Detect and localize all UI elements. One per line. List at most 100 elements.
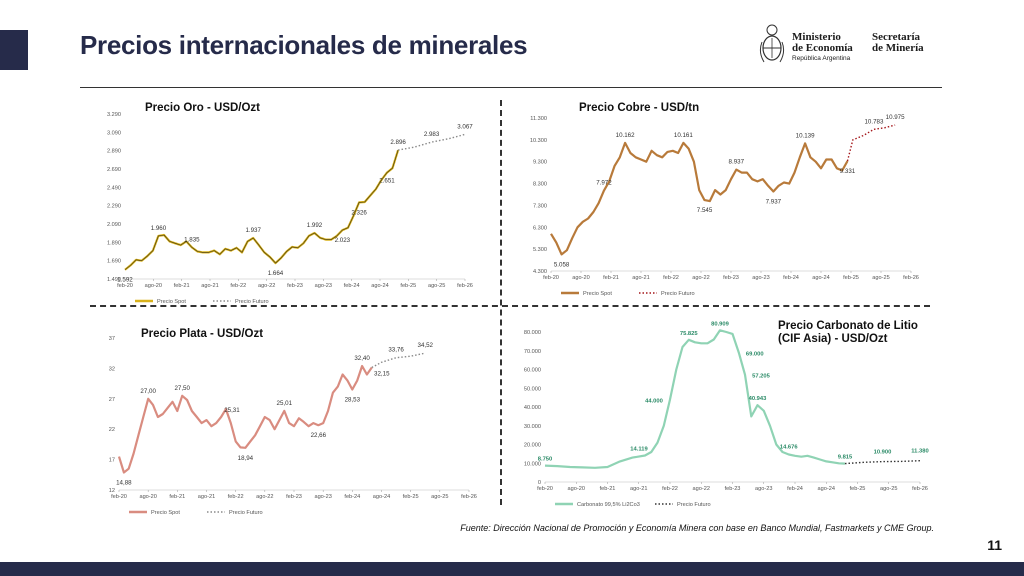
y-tick-label: 5.300: [533, 247, 547, 253]
coat-of-arms-icon: [759, 24, 785, 63]
chart-title-litio-line1: Precio Carbonato de Litio: [778, 320, 918, 332]
x-tick-label: ago-22: [693, 486, 710, 492]
x-tick-label: feb-23: [725, 486, 741, 492]
chart-litio: Precio Carbonato de Litio (CIF Asia) - U…: [515, 320, 935, 520]
data-label: 2.896: [390, 139, 406, 146]
logo-mineria: de Minería: [872, 42, 924, 54]
chart-title-litio-line2: (CIF Asia) - USD/Ozt: [778, 333, 888, 345]
x-tick-label: feb-26: [912, 486, 928, 492]
x-tick-label: feb-22: [662, 486, 678, 492]
x-tick-label: feb-21: [603, 275, 619, 281]
x-tick-label: ago-25: [428, 283, 445, 289]
chart-cobre-plot: 4.300 5.300 6.300 7.300 8.300 9.300 10.300 11.3…: [530, 114, 919, 297]
chart-title-litio: Precio Carbonato de Litio (CIF Asia) - U…: [778, 320, 918, 346]
x-tick-label: ago-22: [692, 275, 709, 281]
legend-future-label: Precio Futuro: [677, 502, 711, 508]
legend-spot-label: Precio Spot: [157, 299, 186, 305]
x-tick-label: feb-23: [286, 494, 302, 500]
x-tick-label: ago-21: [632, 275, 649, 281]
data-label: 25,01: [277, 400, 293, 407]
data-label: 40.943: [749, 396, 768, 402]
x-tick-label: ago-24: [373, 494, 390, 500]
y-tick-label: 2.890: [107, 149, 121, 155]
chart-oro-plot: 1.490 1.690 1.890 2.090 2.290 2.490 2.690 2.890…: [107, 112, 473, 305]
x-tick-label: feb-25: [850, 486, 866, 492]
data-label: 34,52: [418, 342, 434, 349]
x-tick-label: ago-23: [315, 283, 332, 289]
x-tick-label: feb-20: [117, 283, 133, 289]
data-label: 33,76: [388, 347, 404, 354]
page-number: 11: [987, 537, 1002, 553]
y-tick-label: 6.300: [533, 225, 547, 231]
data-label: 14.119: [630, 447, 648, 453]
y-tick-label: 10.000: [524, 461, 541, 467]
x-tick-label: feb-21: [174, 283, 190, 289]
legend-spot-label: Precio Spot: [151, 510, 180, 516]
y-tick-label: 8.300: [533, 182, 547, 188]
y-tick-label: 2.490: [107, 185, 121, 191]
header-divider: [80, 87, 942, 88]
chart-oro: Precio Oro - USD/Ozt 1.490 1.690 1.890 2.09…: [95, 100, 485, 305]
x-tick-label: feb-21: [169, 494, 185, 500]
x-tick-label: ago-23: [752, 275, 769, 281]
y-tick-label: 0: [538, 480, 541, 486]
data-label: 57.205: [752, 374, 771, 380]
data-label: 2.651: [379, 178, 395, 185]
chart-cobre: Precio Cobre - USD/tn 4.300 5.300 6.300 7.3…: [515, 100, 925, 300]
data-label: 80.909: [711, 321, 730, 327]
y-tick-label: 27: [109, 397, 115, 403]
y-tick-label: 80.000: [524, 330, 541, 336]
data-label: 11.380: [911, 449, 928, 455]
chart-plata-plot: 12 17 22 27 32 37 feb-20 ago-20 feb-21 ago-21 feb-…: [109, 336, 477, 516]
data-label: 2.023: [335, 237, 351, 244]
y-tick-label: 20.000: [524, 443, 541, 449]
data-label: 10.975: [886, 114, 905, 121]
data-label: 27,50: [174, 385, 190, 392]
data-label: 10.162: [616, 132, 635, 139]
x-tick-label: feb-25: [400, 283, 416, 289]
x-tick-label: ago-24: [818, 486, 835, 492]
data-label: 2.326: [351, 209, 367, 216]
chart-title-cobre: Precio Cobre - USD/tn: [579, 102, 700, 114]
horizontal-dashed-divider: [90, 305, 930, 307]
data-label: 32,15: [374, 370, 390, 377]
x-tick-label: feb-24: [783, 275, 799, 281]
x-tick-label: feb-24: [787, 486, 803, 492]
x-tick-label: feb-25: [403, 494, 419, 500]
x-tick-label: feb-20: [543, 275, 559, 281]
corner-accent: [0, 30, 28, 70]
data-label: 3.067: [457, 123, 473, 130]
x-tick-label: ago-25: [880, 486, 897, 492]
y-tick-label: 22: [109, 427, 115, 433]
legend-future-label: Precio Futuro: [661, 291, 695, 297]
legend-future-label: Precio Futuro: [235, 299, 269, 305]
source-note: Fuente: Dirección Nacional de Promoción …: [460, 523, 934, 533]
data-label: 75.825: [680, 331, 699, 337]
chart-title-plata: Precio Plata - USD/Ozt: [141, 328, 264, 340]
data-label: 9.815: [838, 455, 853, 461]
x-tick-label: feb-20: [111, 494, 127, 500]
data-label: 7.937: [766, 199, 782, 206]
data-label: 1.592: [117, 277, 133, 284]
x-tick-label: ago-24: [812, 275, 829, 281]
vertical-dashed-divider: [500, 100, 502, 505]
x-tick-label: feb-26: [457, 283, 473, 289]
y-tick-label: 70.000: [524, 349, 541, 355]
data-label: 7.972: [596, 180, 612, 187]
y-tick-label: 32: [109, 366, 115, 372]
series-future-line: [844, 460, 921, 465]
x-tick-label: feb-24: [344, 494, 360, 500]
data-label: 1.835: [184, 236, 200, 243]
y-tick-label: 37: [109, 336, 115, 342]
x-tick-label: feb-25: [843, 275, 859, 281]
data-label: 28,53: [345, 396, 361, 403]
y-tick-label: 2.690: [107, 167, 121, 173]
data-label: 2.983: [424, 131, 440, 138]
y-tick-label: 10.300: [530, 138, 547, 144]
chart-title-oro: Precio Oro - USD/Ozt: [145, 102, 261, 114]
page-title: Precios internacionales de minerales: [80, 30, 528, 60]
logo-ministerio: Ministerio: [792, 31, 841, 43]
y-tick-label: 12: [109, 488, 115, 494]
series-future-line: [397, 133, 466, 151]
data-label: 32,40: [354, 355, 370, 362]
